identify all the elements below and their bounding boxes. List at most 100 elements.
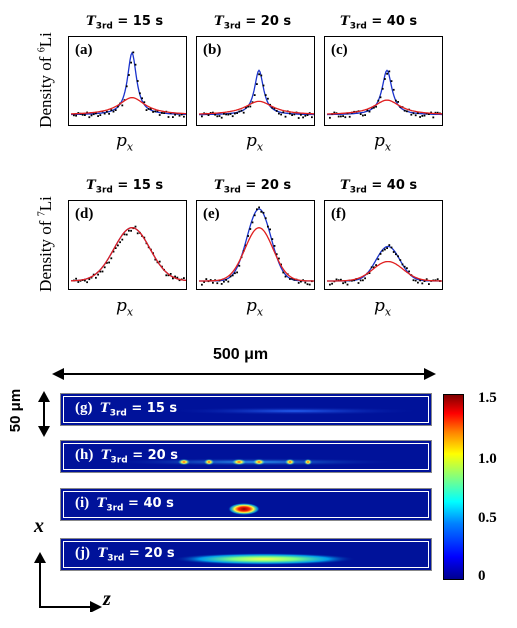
data-point [297,282,300,284]
data-point [212,111,214,114]
data-point [108,112,110,115]
data-point [344,281,347,284]
data-point [434,111,437,114]
data-point [86,281,88,284]
data-point [436,278,439,281]
data-point [304,281,307,284]
data-point [106,262,108,264]
strip-label-h: (h) T3rd = 20 s [75,447,178,466]
data-point [344,116,347,119]
title-e: T3rd = 20 s [214,178,292,196]
data-point [167,274,170,277]
data-point [201,115,203,118]
data-point [403,109,406,112]
data-point [231,274,234,277]
title-d: T3rd = 15 s [86,178,164,196]
colorbar-tick: 0.5 [478,510,497,526]
data-point [156,110,159,112]
data-point [412,112,415,115]
scale-width-arrow [52,368,436,380]
data-point [258,206,260,209]
data-point [132,51,135,54]
data-point [388,244,391,246]
data-point [406,267,408,270]
data-point [103,266,106,269]
data-point [417,112,419,115]
data-point [73,114,75,117]
panel-label-d: (d) [75,206,94,222]
data-point [253,94,256,96]
strip-label-i: (i) T3rd = 40 s [75,495,174,514]
data-point [128,229,130,232]
data-point [180,113,183,116]
data-point [366,109,369,112]
data-point [333,111,336,114]
data-point [410,113,413,116]
data-point [377,99,380,102]
xlabel-e: px [246,296,264,319]
data-point [430,111,432,114]
data-point [300,280,302,283]
data-point [121,238,124,241]
data-point [209,279,212,281]
data-point [101,270,104,273]
fit-curve-narrow [327,245,442,282]
panel-c: (c) [324,36,443,126]
data-point [364,114,366,116]
data-point [220,283,223,285]
data-point [249,228,252,230]
data-point [212,281,214,284]
density-image-g [164,407,424,415]
title-c: T3rd = 40 s [340,14,418,32]
panel-label-f: (f) [331,206,346,222]
data-point [92,113,95,116]
data-point [373,266,375,269]
data-point [92,273,95,276]
data-point [359,279,362,282]
data-point [337,115,340,118]
data-point [81,113,84,116]
data-point [282,111,285,114]
data-point [79,279,82,282]
xlabel-f: px [374,296,392,319]
data-point [253,214,256,217]
data-point [377,258,380,261]
data-point [141,97,143,100]
data-point [401,263,404,266]
colorbar-tick: 1.5 [478,390,497,406]
data-point [123,233,126,236]
data-point [289,112,291,115]
title-b: T3rd = 20 s [214,14,292,32]
data-point [390,246,393,249]
data-point [428,113,430,115]
data-point [218,115,221,117]
data-point [108,261,110,264]
data-point [247,235,249,237]
data-point [242,111,245,114]
data-point [154,258,157,261]
data-point [121,104,124,107]
data-point [84,279,86,282]
colorbar-tick: 0 [478,568,486,584]
data-point [152,111,154,113]
data-point [251,221,254,224]
data-point [275,110,278,112]
data-point [114,247,117,249]
data-point [269,228,271,231]
data-point [75,277,77,280]
data-point [77,281,80,283]
panel-b: (b) [196,36,315,126]
panel-a: (a) [68,36,187,126]
data-point [384,78,386,80]
title-a: T3rd = 15 s [86,14,164,32]
ylabel-li6: Density of 6Li [36,32,55,128]
image-strip-j: (j) T3rd = 20 s [60,538,432,571]
data-point [419,116,421,118]
data-point [154,110,157,113]
data-point [97,115,99,117]
data-point [90,276,93,279]
data-point [178,279,181,282]
data-point [174,275,176,278]
xlabel-d: px [116,296,134,319]
data-point [225,113,227,116]
